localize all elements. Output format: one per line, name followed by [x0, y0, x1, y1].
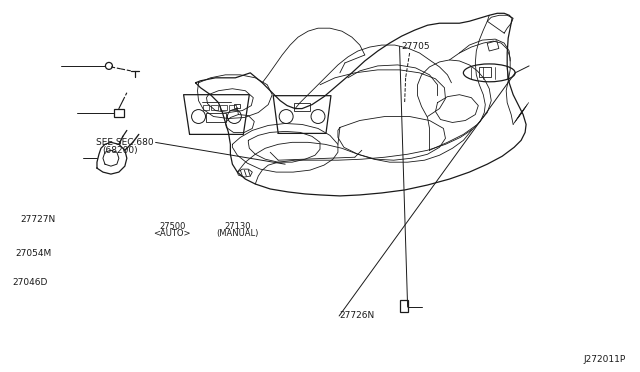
Text: (68200): (68200) — [102, 146, 138, 155]
Text: J272011P: J272011P — [584, 355, 626, 364]
Bar — [202, 105, 209, 110]
Bar — [220, 105, 227, 110]
Bar — [234, 104, 241, 108]
Bar — [229, 105, 236, 110]
Bar — [114, 109, 124, 116]
Text: 27130: 27130 — [224, 222, 250, 231]
Bar — [479, 67, 492, 77]
Bar — [294, 103, 310, 110]
Text: (MANUAL): (MANUAL) — [216, 229, 259, 238]
Bar — [399, 300, 408, 312]
Text: 27727N: 27727N — [20, 215, 56, 224]
Bar — [487, 41, 499, 51]
Text: SEE SEC.680: SEE SEC.680 — [96, 138, 154, 147]
Text: 27046D: 27046D — [13, 278, 48, 287]
Text: 27705: 27705 — [401, 42, 430, 51]
Text: 27726N: 27726N — [339, 311, 374, 320]
Text: 27054M: 27054M — [15, 249, 52, 258]
Bar — [207, 113, 227, 122]
Bar — [211, 105, 218, 110]
Text: <AUTO>: <AUTO> — [154, 229, 191, 238]
Text: 27500: 27500 — [159, 222, 186, 231]
